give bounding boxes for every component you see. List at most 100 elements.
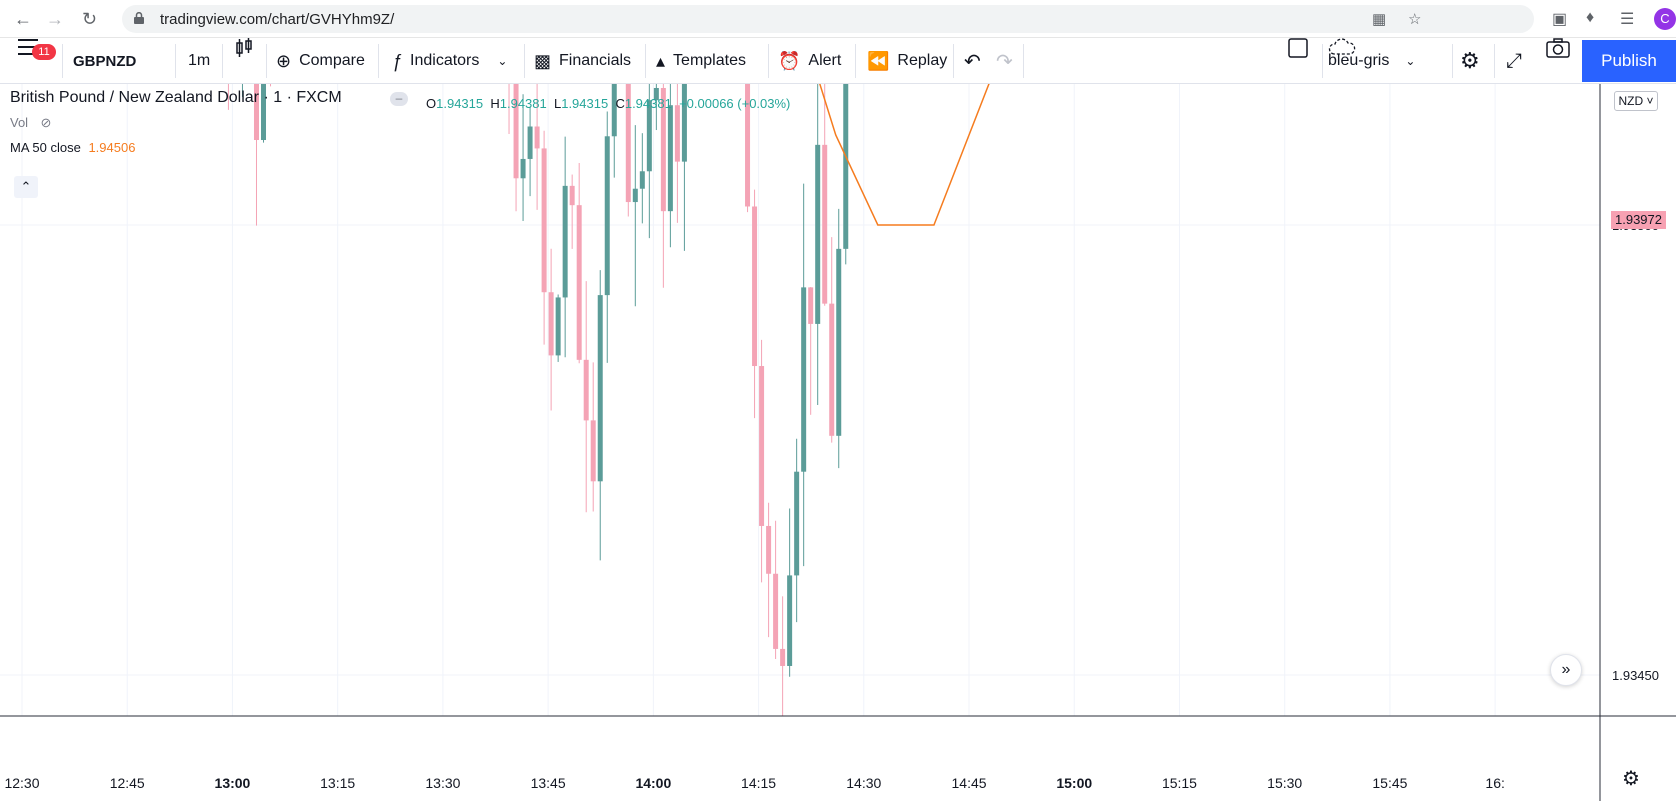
indicators-label: Indicators — [410, 52, 480, 69]
interval-button[interactable]: 1m — [188, 38, 210, 84]
address-bar[interactable]: tradingview.com/chart/GVHYhm9Z/ ▦ ☆ — [122, 5, 1534, 33]
candle-up — [632, 188, 638, 203]
time-tick-label: 13:15 — [320, 775, 355, 791]
legend-collapse-dot[interactable]: – — [390, 92, 408, 106]
candle-up — [681, 84, 687, 162]
compare-label: Compare — [299, 52, 365, 69]
indicators-button[interactable]: ƒ Indicators ⌄ — [392, 38, 507, 84]
price-chart[interactable]: 1.940501.940001.939501.939001.938501.938… — [0, 84, 1676, 801]
add-circle-icon: ⊕ — [276, 50, 292, 71]
price-tick-label: 1.93450 — [1612, 668, 1659, 683]
candle-down — [569, 185, 575, 206]
eye-hidden-icon[interactable]: ⊘ — [40, 115, 52, 130]
scroll-to-realtime-button[interactable]: » — [1550, 654, 1582, 686]
redo-button[interactable]: ↷ — [996, 38, 1013, 84]
symbol-label: GBPNZD — [73, 52, 137, 70]
forward-icon[interactable]: → — [46, 9, 64, 29]
divider — [62, 44, 63, 78]
low-value: 1.94315 — [561, 96, 609, 111]
time-tick-label: 12:30 — [4, 775, 39, 791]
symbol-search-button[interactable]: GBPNZD — [73, 38, 136, 84]
vol-label: Vol — [10, 115, 29, 130]
profile-avatar[interactable]: C — [1654, 8, 1676, 30]
alert-button[interactable]: ⏰ Alert — [778, 38, 841, 84]
candle-up — [555, 297, 561, 356]
divider — [524, 44, 525, 78]
layout-name-button[interactable]: bleu-gris ⌄ — [1328, 38, 1415, 84]
chevron-down-icon: ˅ — [1646, 94, 1654, 108]
replay-button[interactable]: ⏪ Replay — [867, 38, 947, 84]
publish-button[interactable]: Publish — [1582, 40, 1676, 82]
translate-icon[interactable]: ▦ — [1372, 11, 1387, 28]
undo-button[interactable]: ↶ — [964, 38, 981, 84]
candle-down — [513, 84, 519, 179]
candle-up — [562, 185, 568, 298]
collapse-legend-button[interactable]: ⌃ — [14, 176, 38, 198]
back-icon[interactable]: ← — [14, 9, 32, 29]
time-tick-label: 12:45 — [110, 775, 145, 791]
candle-down — [576, 205, 582, 360]
cloud-icon — [1328, 38, 1356, 55]
time-tick-label: 13:30 — [425, 775, 460, 791]
media-icon[interactable]: ☰ — [1620, 11, 1635, 28]
fullscreen-button[interactable]: ⤢ — [1506, 38, 1522, 84]
time-tick-label: 15:00 — [1056, 775, 1092, 791]
divider — [645, 44, 646, 78]
candle-up — [843, 84, 849, 249]
candle-up — [597, 295, 603, 482]
extension-icon[interactable]: ▣ — [1552, 11, 1568, 28]
url-text[interactable]: tradingview.com/chart/GVHYhm9Z/ — [160, 11, 395, 28]
time-tick-label: 15:15 — [1162, 775, 1197, 791]
candle-up — [653, 87, 659, 101]
chevron-down-icon[interactable]: ⌄ — [1405, 54, 1416, 68]
candle-up — [836, 248, 842, 436]
bar-chart-icon: ▩ — [534, 50, 552, 71]
notification-badge: 11 — [32, 44, 56, 60]
candle-up — [646, 100, 652, 172]
puzzle-icon[interactable]: ♦ — [1586, 9, 1595, 26]
candle-down — [590, 420, 596, 482]
ma-legend[interactable]: MA 50 close 1.94506 — [10, 140, 135, 155]
candles-icon — [236, 38, 252, 57]
candle-up — [794, 471, 800, 576]
divider — [1452, 44, 1453, 78]
rewind-icon: ⏪ — [867, 50, 890, 71]
currency-label: NZD — [1618, 94, 1644, 108]
templates-button[interactable]: ▴ Templates — [656, 38, 746, 84]
time-tick-label: 14:15 — [741, 775, 776, 791]
hamburger-icon — [18, 39, 38, 55]
layout-name-label: bleu-gris — [1328, 52, 1390, 69]
square-icon — [1288, 38, 1308, 58]
financials-button[interactable]: ▩ Financials — [534, 38, 631, 84]
currency-selector[interactable]: NZD ˅ — [1614, 91, 1658, 111]
double-chevron-right-icon: » — [1561, 661, 1571, 678]
undo-icon: ↶ — [964, 50, 981, 73]
current-price-label: 1.93972 — [1611, 211, 1666, 229]
divider — [1023, 44, 1024, 78]
volume-legend[interactable]: Vol ⊘ — [10, 114, 51, 132]
divider — [378, 44, 379, 78]
compare-button[interactable]: ⊕ Compare — [276, 38, 365, 84]
divider — [953, 44, 954, 78]
replay-label: Replay — [897, 52, 948, 69]
candle-up — [520, 158, 526, 179]
ohlc-values: O1.94315 H1.94381 L1.94315 C1.94381 +0.0… — [426, 96, 790, 111]
redo-icon: ↷ — [996, 50, 1013, 73]
candle-down — [534, 126, 540, 149]
chevron-down-icon[interactable]: ⌄ — [497, 54, 508, 68]
interval-label: 1m — [188, 52, 211, 69]
legend-title: British Pound / New Zealand Dollar · 1 ·… — [10, 89, 342, 106]
lock-icon — [134, 12, 144, 24]
gear-icon: ⚙ — [1460, 48, 1480, 73]
divider — [768, 44, 769, 78]
star-icon[interactable]: ☆ — [1408, 11, 1422, 28]
candle-down — [766, 525, 772, 574]
divider — [1322, 44, 1323, 78]
time-tick-label: 14:30 — [846, 775, 881, 791]
chart-area[interactable]: 1.940501.940001.939501.939001.938501.938… — [0, 84, 1676, 801]
settings-button[interactable]: ⚙ — [1460, 38, 1480, 84]
candle-down — [745, 84, 751, 207]
reload-icon[interactable]: ↻ — [82, 9, 98, 29]
candle-down — [822, 144, 828, 304]
time-scale-settings-icon[interactable]: ⚙ — [1622, 768, 1640, 790]
